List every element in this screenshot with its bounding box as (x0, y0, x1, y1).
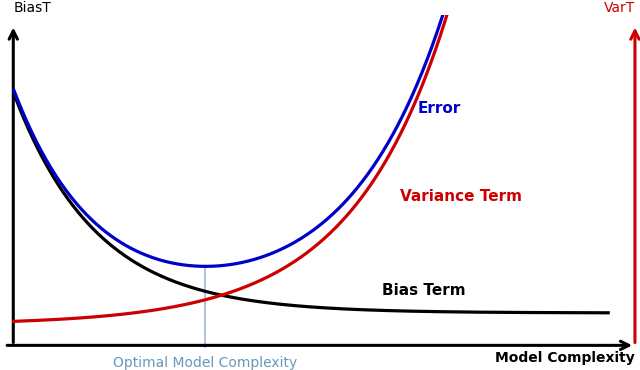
Text: BiasT: BiasT (13, 1, 51, 16)
Text: Variance Term: Variance Term (400, 189, 522, 204)
Text: Bias Term: Bias Term (382, 283, 466, 298)
Text: VarT: VarT (604, 1, 635, 16)
Text: Error: Error (418, 101, 461, 115)
Text: Model Complexity: Model Complexity (495, 351, 635, 365)
Text: Optimal Model Complexity: Optimal Model Complexity (113, 356, 298, 370)
